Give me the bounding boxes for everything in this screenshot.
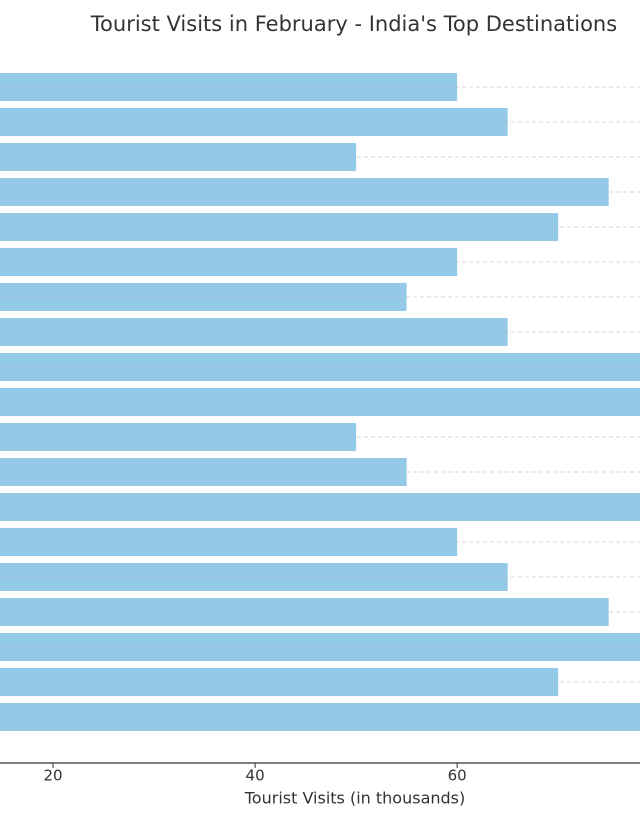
bar	[0, 493, 640, 521]
plot-area	[0, 73, 640, 731]
x-tick-label: 60	[448, 767, 467, 785]
chart-title: Tourist Visits in February - India's Top…	[90, 12, 617, 36]
bar	[0, 353, 640, 381]
x-tick-label: 40	[246, 767, 265, 785]
x-tick-label: 20	[43, 767, 62, 785]
x-axis-label: Tourist Visits (in thousands)	[244, 789, 466, 808]
bar	[0, 703, 640, 731]
bar	[0, 213, 559, 241]
bar	[0, 388, 640, 416]
bar	[0, 668, 559, 696]
bar	[0, 633, 640, 661]
